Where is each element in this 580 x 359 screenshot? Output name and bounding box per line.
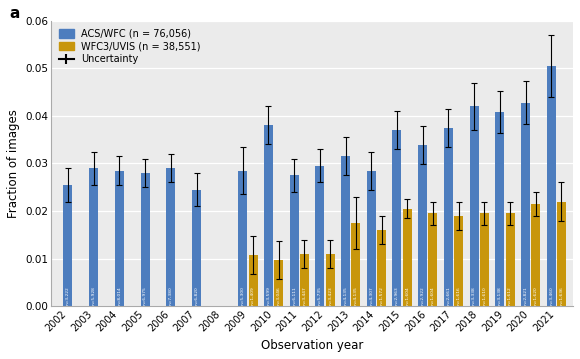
Bar bbox=[444, 128, 453, 306]
Text: n=8,014: n=8,014 bbox=[117, 286, 121, 305]
Text: n=1,409: n=1,409 bbox=[251, 286, 255, 305]
Bar bbox=[367, 171, 376, 306]
Bar bbox=[140, 173, 150, 306]
Bar bbox=[429, 213, 437, 306]
Text: n=1,636: n=1,636 bbox=[560, 286, 564, 305]
Bar bbox=[470, 106, 478, 306]
Text: n=4,307: n=4,307 bbox=[369, 286, 374, 305]
Text: n=3,338: n=3,338 bbox=[472, 286, 476, 305]
Bar bbox=[166, 168, 175, 306]
Bar bbox=[325, 254, 335, 306]
Text: n=1,612: n=1,612 bbox=[508, 286, 512, 305]
Text: n=6,975: n=6,975 bbox=[143, 286, 147, 305]
Bar bbox=[403, 209, 412, 306]
Text: n=6,820: n=6,820 bbox=[194, 286, 198, 305]
Y-axis label: Fraction of images: Fraction of images bbox=[7, 109, 20, 218]
Bar bbox=[192, 190, 201, 306]
Bar bbox=[63, 185, 72, 306]
Bar bbox=[393, 130, 401, 306]
Text: n=5,928: n=5,928 bbox=[92, 286, 96, 305]
Bar bbox=[249, 255, 258, 306]
Bar bbox=[300, 254, 309, 306]
Legend: ACS/WFC (n = 76,056), WFC3/UVIS (n = 38,551), Uncertainty: ACS/WFC (n = 76,056), WFC3/UVIS (n = 38,… bbox=[56, 25, 204, 67]
Bar bbox=[547, 66, 556, 306]
Text: n=1,604: n=1,604 bbox=[405, 286, 409, 305]
Text: n=1,616: n=1,616 bbox=[456, 286, 461, 305]
Bar bbox=[115, 171, 124, 306]
Text: n=4,135: n=4,135 bbox=[354, 286, 358, 305]
Text: n=2,922: n=2,922 bbox=[420, 286, 425, 305]
Text: a: a bbox=[9, 6, 20, 22]
Text: n=3,599: n=3,599 bbox=[266, 286, 270, 305]
Bar bbox=[89, 168, 98, 306]
Text: n=2,821: n=2,821 bbox=[524, 286, 527, 305]
Bar bbox=[521, 103, 530, 306]
Text: n=2,963: n=2,963 bbox=[395, 286, 399, 305]
Text: n=3,460: n=3,460 bbox=[549, 286, 553, 305]
Text: n=1,610: n=1,610 bbox=[483, 286, 487, 305]
Bar bbox=[418, 145, 427, 306]
Text: n=4,135: n=4,135 bbox=[343, 286, 347, 305]
Text: n=3,423: n=3,423 bbox=[328, 286, 332, 305]
Text: n=3,447: n=3,447 bbox=[302, 286, 306, 305]
Bar bbox=[454, 216, 463, 306]
Bar bbox=[531, 204, 541, 306]
Bar bbox=[351, 223, 360, 306]
Text: n=1,620: n=1,620 bbox=[534, 286, 538, 305]
Text: n=1,604: n=1,604 bbox=[431, 286, 435, 305]
Text: n=3,222: n=3,222 bbox=[66, 286, 70, 305]
Text: n=6,111: n=6,111 bbox=[292, 286, 296, 305]
Bar bbox=[557, 201, 566, 306]
Bar bbox=[316, 166, 324, 306]
Bar bbox=[289, 175, 299, 306]
Bar bbox=[480, 213, 489, 306]
Text: n=2,661: n=2,661 bbox=[447, 286, 451, 305]
Bar bbox=[238, 171, 247, 306]
Bar bbox=[264, 125, 273, 306]
Bar bbox=[341, 156, 350, 306]
Text: n=5,735: n=5,735 bbox=[318, 286, 322, 305]
X-axis label: Observation year: Observation year bbox=[261, 339, 363, 352]
Text: n=3,138: n=3,138 bbox=[498, 286, 502, 305]
Text: n=7,380: n=7,380 bbox=[169, 286, 173, 305]
Bar bbox=[377, 230, 386, 306]
Bar bbox=[506, 213, 514, 306]
Text: n=1,572: n=1,572 bbox=[379, 286, 383, 305]
Bar bbox=[274, 260, 283, 306]
Text: n=5,300: n=5,300 bbox=[241, 286, 245, 305]
Bar bbox=[495, 112, 504, 306]
Text: n=3,046: n=3,046 bbox=[277, 286, 281, 305]
